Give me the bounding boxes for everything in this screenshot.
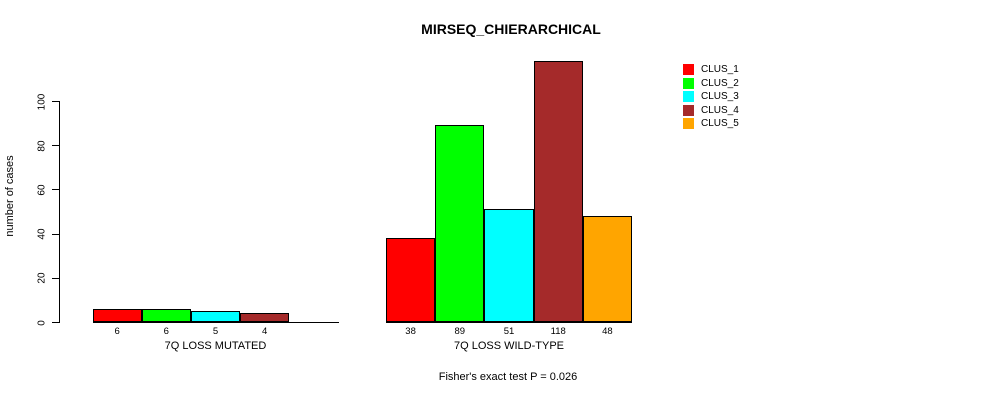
bar (191, 311, 240, 322)
group-label: 7Q LOSS MUTATED (164, 340, 267, 352)
legend-swatch (683, 64, 694, 76)
legend-label: CLUS_3 (701, 91, 739, 103)
legend-swatch (683, 104, 694, 116)
chart-title: MIRSEQ_CHIERARCHICAL (421, 21, 601, 37)
bar-value-label: 48 (602, 326, 613, 337)
legend-item: CLUS_1 (683, 63, 739, 77)
y-tick (52, 322, 60, 323)
legend-label: CLUS_5 (701, 118, 739, 130)
y-tick-label: 80 (36, 140, 48, 152)
legend-item: CLUS_2 (683, 77, 739, 91)
legend-item: CLUS_4 (683, 104, 739, 118)
bar-value-label: 38 (405, 326, 416, 337)
legend-item: CLUS_3 (683, 90, 739, 104)
legend-swatch (683, 91, 694, 103)
bar (93, 309, 142, 322)
bar-value-label: 51 (503, 326, 515, 337)
y-axis-label: number of cases (4, 155, 16, 237)
y-tick-label: 40 (36, 228, 48, 240)
bar (583, 216, 632, 322)
annotation-fisher-test: Fisher's exact test P = 0.026 (438, 371, 578, 383)
legend-label: CLUS_2 (701, 77, 739, 89)
legend-item: CLUS_5 (683, 117, 739, 131)
legend-swatch (683, 77, 694, 89)
bar (435, 125, 484, 322)
group-label: 7Q LOSS WILD-TYPE (453, 340, 565, 352)
bar (484, 209, 534, 322)
bar-value-label: 89 (454, 326, 466, 337)
bar (240, 313, 289, 322)
group-axis-line (386, 322, 632, 323)
bar-value-label: 4 (262, 326, 268, 337)
bar (142, 309, 191, 322)
y-tick-label: 0 (36, 319, 48, 326)
bar (386, 238, 435, 322)
y-tick-label: 20 (36, 272, 48, 284)
y-tick (52, 145, 60, 147)
bar-value-label: 5 (212, 326, 219, 337)
bar (534, 61, 583, 322)
group-axis-line (93, 322, 339, 323)
bar-value-label: 118 (550, 326, 566, 337)
y-tick (52, 101, 60, 102)
bar-value-label: 6 (163, 326, 169, 337)
legend-swatch (683, 118, 694, 130)
y-tick-label: 100 (36, 93, 48, 110)
y-tick (52, 233, 60, 235)
bar-value-label: 6 (114, 326, 120, 337)
y-tick-label: 60 (36, 184, 48, 196)
y-tick (52, 277, 60, 279)
legend: CLUS_1 CLUS_2 CLUS_3 CLUS_4 CLUS_5 (683, 63, 739, 131)
y-axis-line (59, 101, 60, 323)
y-tick (52, 189, 60, 191)
legend-label: CLUS_1 (701, 64, 739, 76)
legend-label: CLUS_4 (701, 104, 739, 116)
